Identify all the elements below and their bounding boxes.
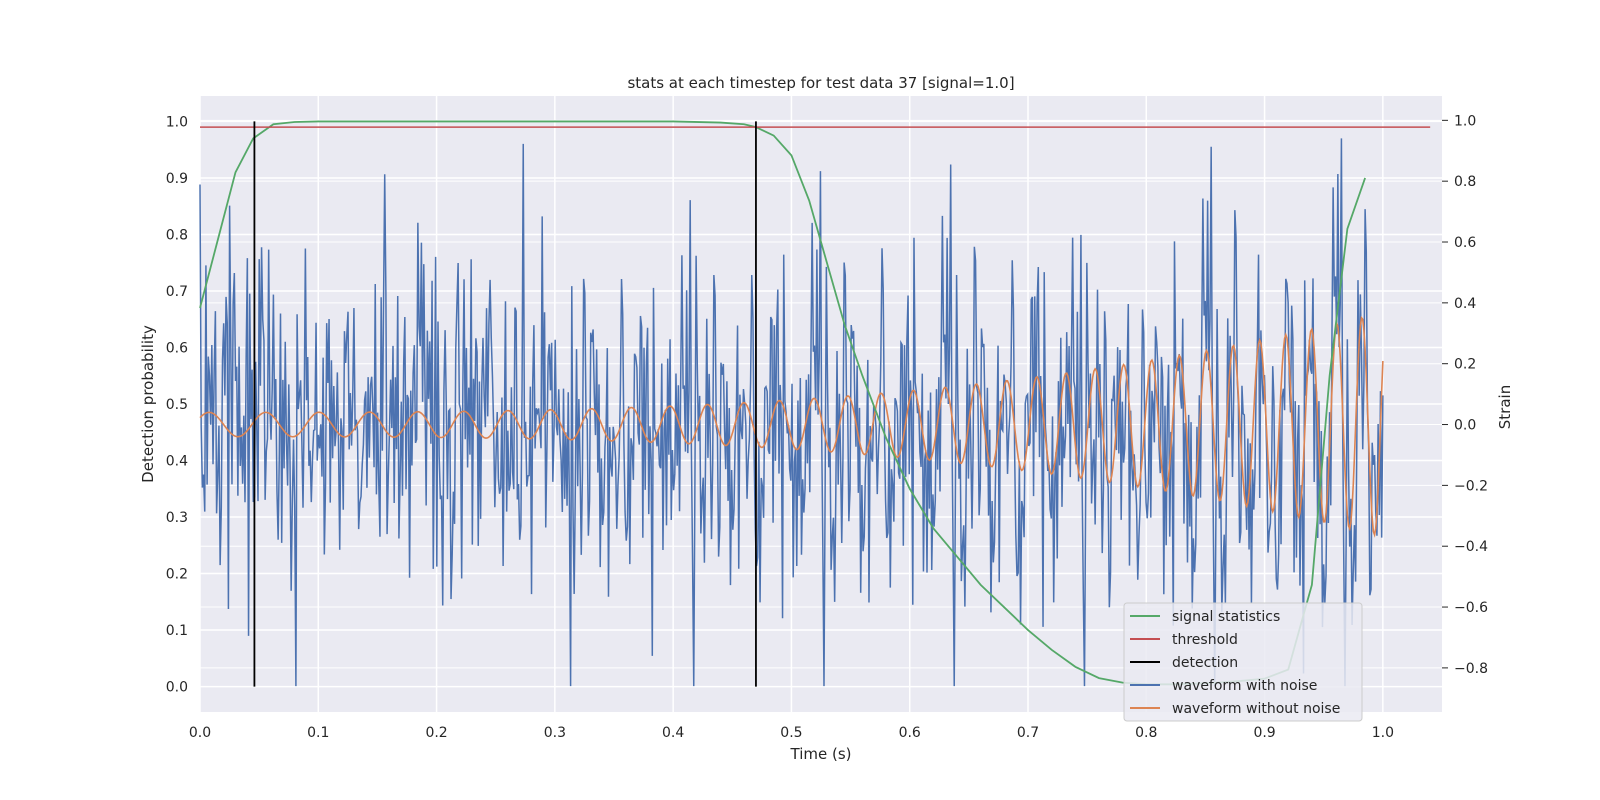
x-tick-label: 0.7 xyxy=(1017,725,1039,741)
legend-entry-waveform-with-noise: waveform with noise xyxy=(1130,678,1317,694)
y-right-axis-label: Strain xyxy=(1496,385,1514,429)
y-left-tick-label: 0.8 xyxy=(166,227,188,243)
y-right-tick-label: −0.4 xyxy=(1454,539,1488,555)
chart-title: stats at each timestep for test data 37 … xyxy=(627,74,1014,92)
series-line-waveform-without-noise xyxy=(199,315,1384,538)
y-left-tick-label: 1.0 xyxy=(166,114,188,130)
y-right-tick-label: 0.2 xyxy=(1454,357,1476,373)
x-tick-label: 0.4 xyxy=(662,725,684,741)
y-right-tick-label: −0.2 xyxy=(1454,478,1488,494)
x-axis-ticks: 0.0 0.1 0.2 0.3 0.4 0.5 0.6 0.7 0.8 0.9 1.0 xyxy=(189,725,1394,741)
y-left-tick-label: 0.3 xyxy=(166,510,188,526)
y-right-tick-label: 0.0 xyxy=(1454,418,1476,434)
x-tick-label: 0.6 xyxy=(899,725,921,741)
y-right-tick-label: 0.6 xyxy=(1454,235,1476,251)
legend-entry-signal-statistics: signal statistics xyxy=(1130,609,1280,625)
legend-label-signal-statistics: signal statistics xyxy=(1172,609,1280,625)
y-left-axis-label: Detection probability xyxy=(139,325,157,483)
legend-label-waveform-with-noise: waveform with noise xyxy=(1172,678,1317,694)
legend-entry-waveform-without-noise: waveform without noise xyxy=(1130,701,1340,717)
y-right-tick-label: −0.8 xyxy=(1454,661,1488,677)
x-tick-label: 0.5 xyxy=(780,725,802,741)
x-tick-label: 0.0 xyxy=(189,725,211,741)
y-left-tick-label: 0.2 xyxy=(166,567,188,583)
x-tick-label: 0.9 xyxy=(1253,725,1275,741)
y-left-tick-label: 0.4 xyxy=(166,454,188,470)
x-tick-label: 0.1 xyxy=(307,725,329,741)
y-left-tick-label: 0.5 xyxy=(166,397,188,413)
legend: signal statistics threshold detection wa… xyxy=(1123,602,1363,722)
legend-entry-detection: detection xyxy=(1130,655,1238,671)
y-left-axis-ticks: 0.0 0.1 0.2 0.3 0.4 0.5 0.6 0.7 0.8 0.9 1.0 xyxy=(166,114,188,695)
y-right-tick-label: −0.6 xyxy=(1454,600,1488,616)
y-left-tick-label: 0.6 xyxy=(166,340,188,356)
y-left-tick-label: 0.0 xyxy=(166,680,188,696)
x-tick-label: 0.3 xyxy=(544,725,566,741)
x-tick-label: 0.8 xyxy=(1135,725,1157,741)
x-tick-label: 1.0 xyxy=(1372,725,1394,741)
y-left-tick-label: 0.9 xyxy=(166,171,188,187)
x-tick-label: 0.2 xyxy=(425,725,447,741)
y-right-tick-label: 1.0 xyxy=(1454,113,1476,129)
y-left-tick-label: 0.7 xyxy=(166,284,188,300)
x-axis-label: Time (s) xyxy=(790,745,852,763)
legend-label-detection: detection xyxy=(1172,655,1238,671)
legend-box xyxy=(1123,602,1363,722)
legend-entry-threshold: threshold xyxy=(1130,632,1238,648)
y-left-tick-label: 0.1 xyxy=(166,623,188,639)
legend-label-waveform-without-noise: waveform without noise xyxy=(1172,701,1340,717)
legend-label-threshold: threshold xyxy=(1172,632,1238,648)
y-right-axis-ticks: −0.8 −0.6 −0.4 −0.2 0.0 0.2 0.4 0.6 0.8 1.0 xyxy=(1442,113,1488,677)
y-right-tick-label: 0.4 xyxy=(1454,296,1476,312)
y-right-tick-label: 0.8 xyxy=(1454,174,1476,190)
